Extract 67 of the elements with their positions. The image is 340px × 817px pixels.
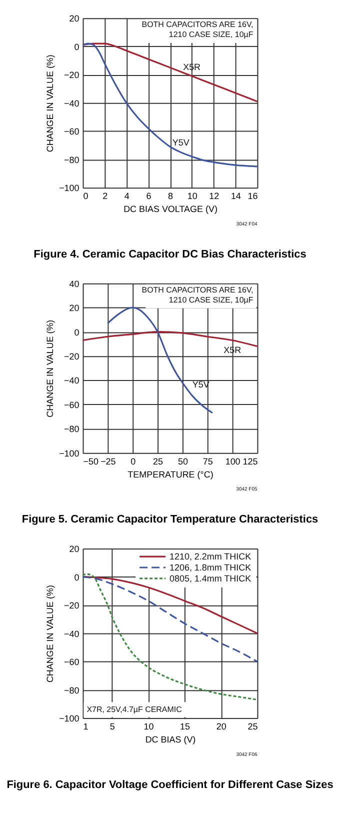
legend-label: 1210, 2.2mm THICK xyxy=(170,552,252,562)
x-tick-label: −50 xyxy=(83,456,98,466)
x-tick-label: 4 xyxy=(124,191,130,202)
y-tick-label: −20 xyxy=(64,351,80,362)
line-series xyxy=(82,576,258,662)
line-series xyxy=(82,330,258,348)
y-tick-label: 20 xyxy=(69,14,80,24)
x-tick-label: 6 xyxy=(146,191,152,202)
x-tick-label: 5 xyxy=(110,722,115,732)
legend-label: 1206, 1.8mm THICK xyxy=(170,562,252,572)
y-tick-label: 20 xyxy=(69,544,80,554)
x-tick-label: 20 xyxy=(216,722,226,732)
annotation: BOTH CAPACITORS ARE 16V, 1210 CASE SIZE, 10µF xyxy=(142,20,254,40)
y-axis-title: CHANGE IN VALUE (%) xyxy=(45,54,56,152)
y-tick-label: −20 xyxy=(64,600,80,611)
x-tick-label: 1 xyxy=(83,722,88,732)
y-axis-title: CHANGE IN VALUE (%) xyxy=(45,585,56,683)
line-series xyxy=(106,306,214,414)
line-series xyxy=(82,42,258,168)
y-tick-label: −80 xyxy=(64,685,80,696)
legend-label: 0805, 1.4mm THICK xyxy=(170,573,252,584)
x-tick-label: 2 xyxy=(102,191,108,202)
y-tick-label: −60 xyxy=(64,400,80,410)
x-tick-label: 25 xyxy=(153,456,164,466)
y-tick-label: 20 xyxy=(69,303,80,314)
x-axis-title: DC BIAS (V) xyxy=(145,734,196,744)
y-tick-label: −40 xyxy=(64,628,80,639)
x-tick-label: 0 xyxy=(83,191,88,202)
text: Figure 6. Capacitor Voltage Coefficient for Different Case Sizes xyxy=(6,778,334,791)
x-tick-label: 10 xyxy=(144,722,154,732)
line-series xyxy=(82,42,258,102)
y-tick-label: −40 xyxy=(64,98,80,108)
y-axis-title: CHANGE IN VALUE (%) xyxy=(45,320,56,418)
y-tick-label: −100 xyxy=(59,448,80,458)
y-tick-label: −20 xyxy=(64,70,80,80)
text: Figure 5. Ceramic Capacitor Temperature Characteristics xyxy=(22,514,318,526)
x-tick-label: 0 xyxy=(130,456,136,466)
line-series xyxy=(82,573,258,700)
y-tick-label: −100 xyxy=(59,714,80,724)
y-tick-label: −80 xyxy=(64,424,80,434)
x-tick-label: 15 xyxy=(180,722,190,732)
y-tick-label: 0 xyxy=(74,42,80,52)
x-axis-title: TEMPERATURE (°C) xyxy=(128,469,214,480)
y-tick-label: 0 xyxy=(74,572,80,582)
x-tick-label: 8 xyxy=(168,191,173,202)
y-tick-label: −100 xyxy=(59,183,80,194)
annotation: X7R, 25V,4.7µF CERAMIC xyxy=(86,705,182,714)
y-tick-label: −60 xyxy=(64,126,80,137)
y-tick-label: −40 xyxy=(64,376,80,386)
x-tick-label: 12 xyxy=(209,191,220,202)
x-tick-label: 50 xyxy=(178,456,188,466)
x-tick-label: 125 xyxy=(242,456,258,466)
x-tick-label: 25 xyxy=(248,722,258,732)
series-label: Y5V xyxy=(172,137,190,148)
x-tick-label: 10 xyxy=(187,191,198,202)
y-tick-label: 40 xyxy=(69,278,80,289)
y-tick-label: −80 xyxy=(64,154,80,165)
x-tick-label: 100 xyxy=(225,456,240,466)
annotation: BOTH CAPACITORS ARE 16V, 1210 CASE SIZE, 10µF xyxy=(142,285,254,304)
y-tick-label: −60 xyxy=(64,657,80,668)
text: Figure 4. Ceramic Capacitor DC Bias Characteristics xyxy=(34,248,306,260)
x-tick-label: 14 xyxy=(230,191,241,202)
x-axis-title: DC BIAS VOLTAGE (V) xyxy=(124,204,218,214)
y-tick-label: 0 xyxy=(74,327,80,338)
x-tick-label: 75 xyxy=(202,456,213,466)
x-tick-label: 16 xyxy=(248,191,258,202)
x-tick-label: −25 xyxy=(100,456,116,466)
